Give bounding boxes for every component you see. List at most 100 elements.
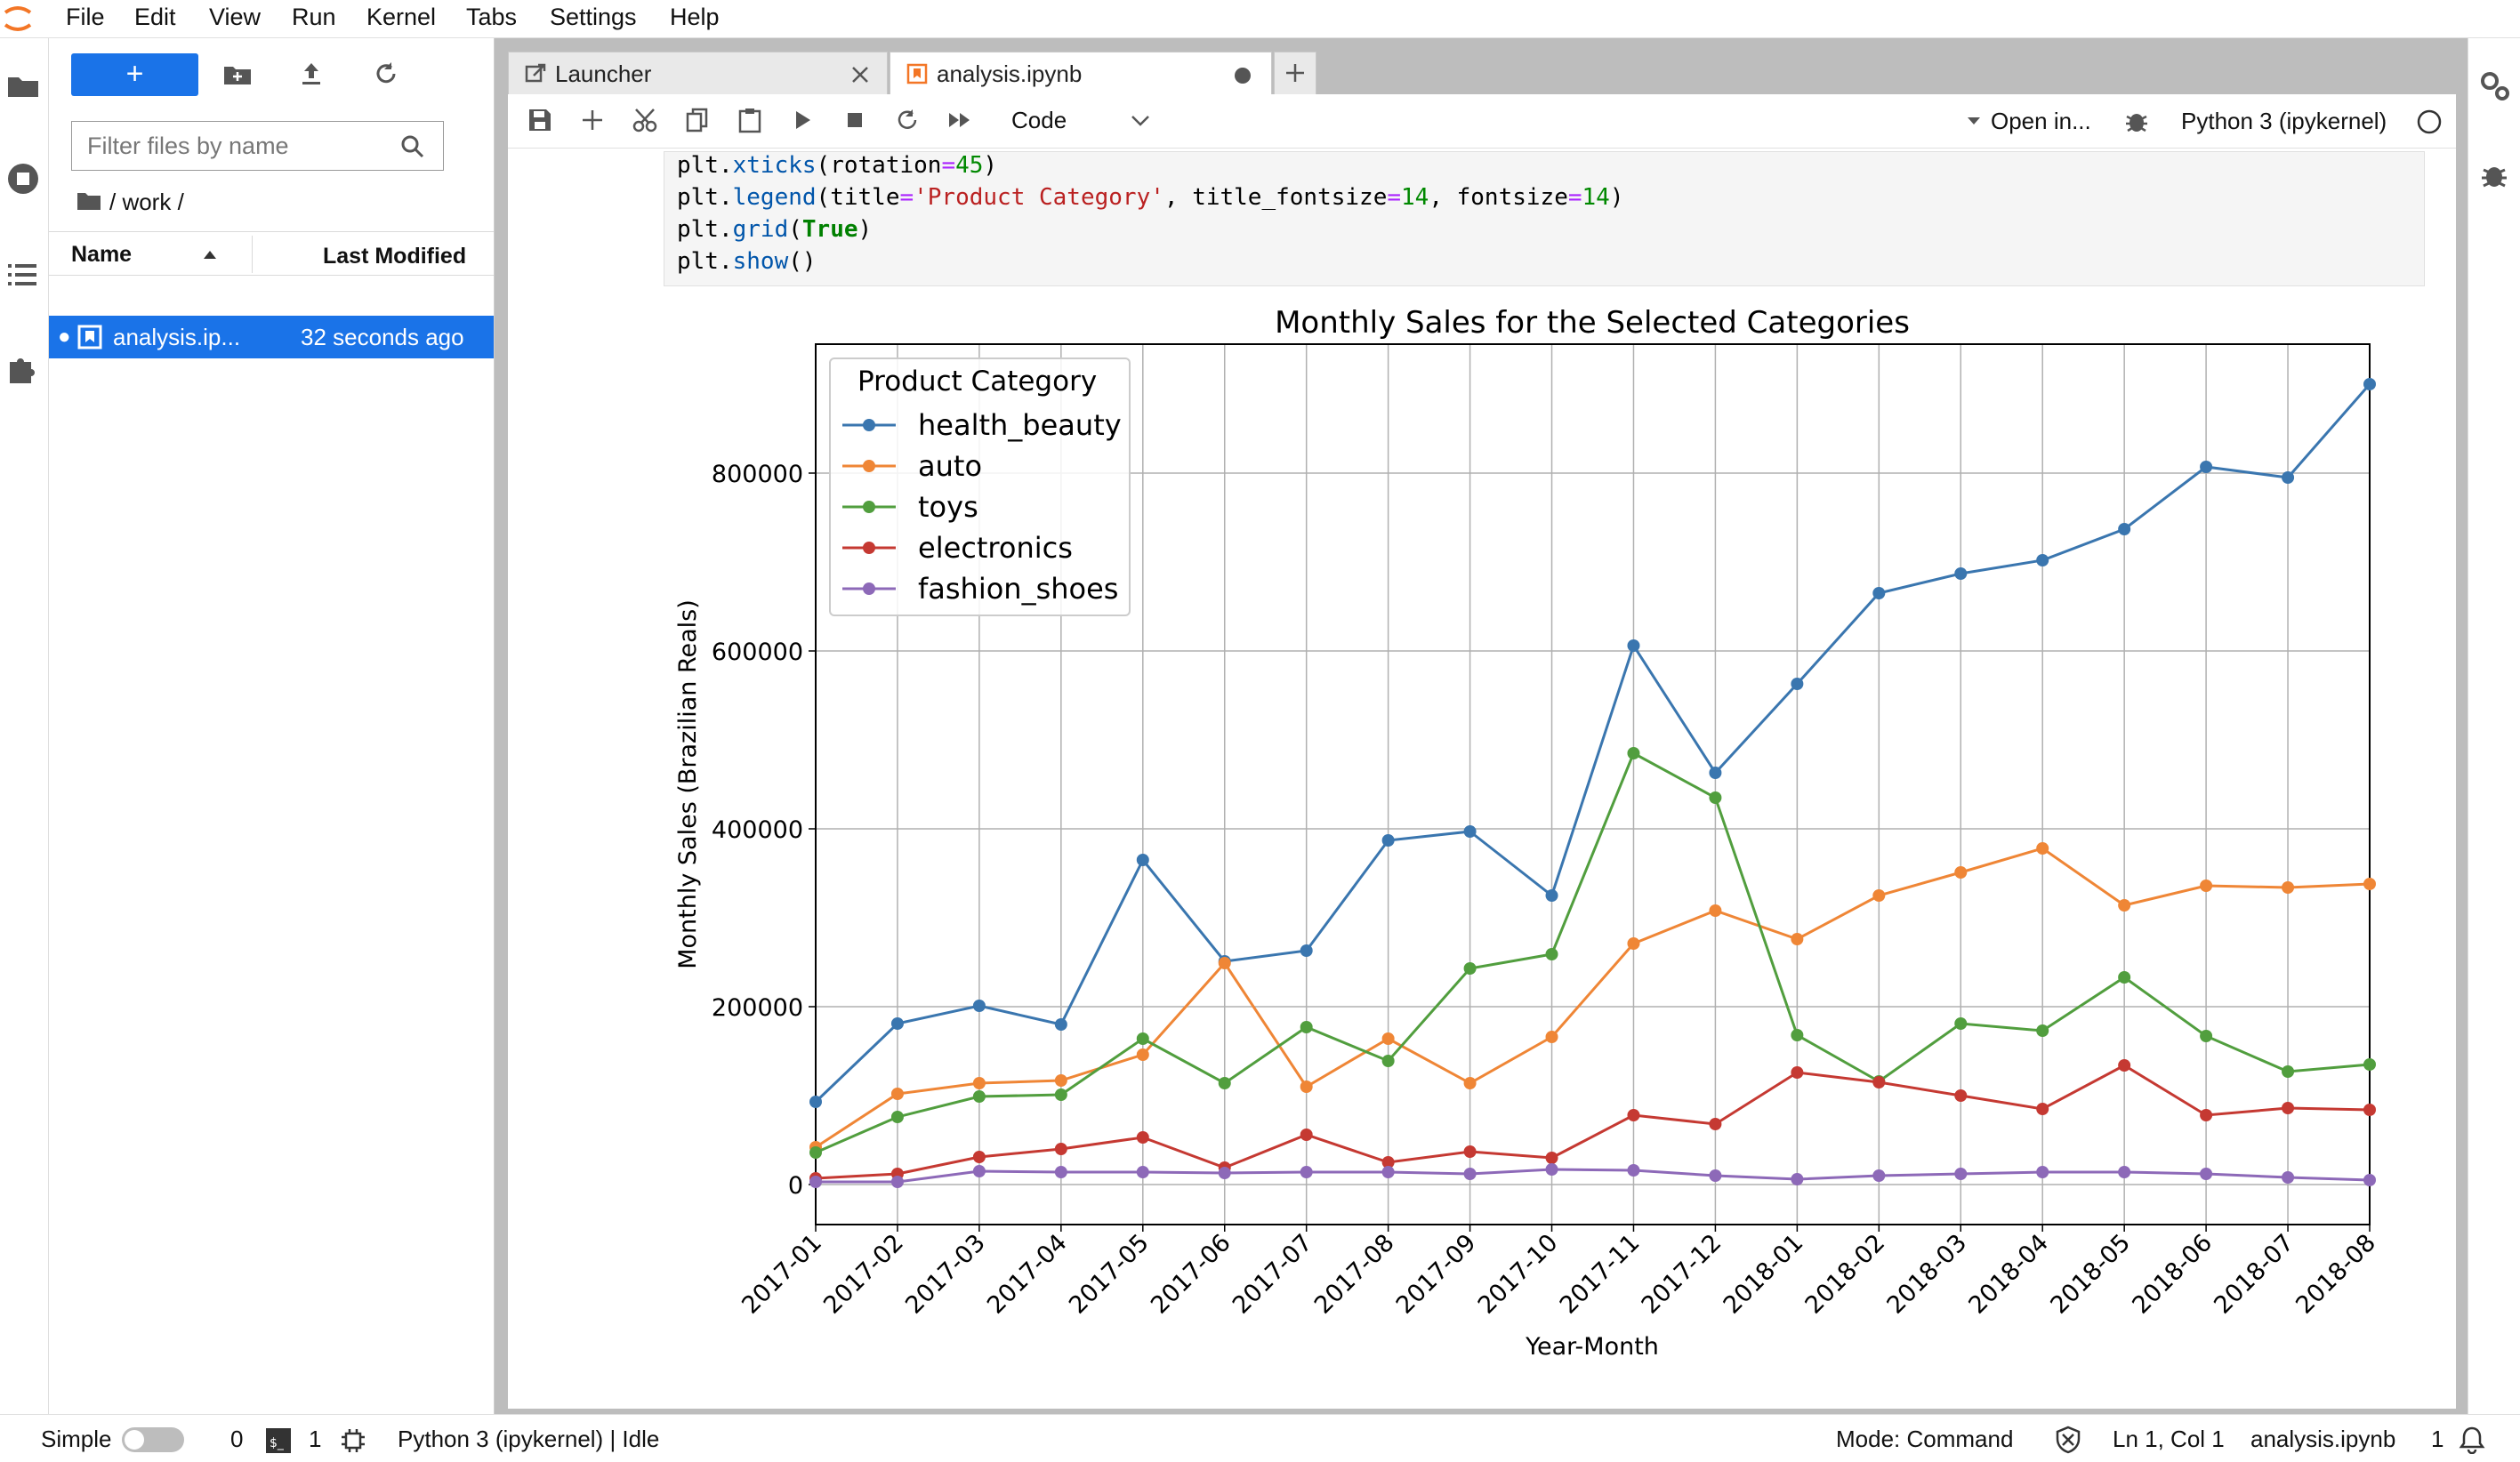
trusted-shield-icon[interactable]: [2055, 1426, 2081, 1454]
data-point-toys: [1627, 747, 1640, 759]
debugger-sidebar-icon[interactable]: [2479, 159, 2509, 191]
data-point-toys: [972, 1090, 986, 1103]
data-point-health_beauty: [1791, 678, 1804, 690]
menu-kernel[interactable]: Kernel: [366, 4, 437, 30]
simple-mode-toggle[interactable]: [122, 1427, 184, 1452]
data-point-electronics: [1954, 1089, 1968, 1102]
file-browser: + Filter files by name / work / Name Las…: [49, 38, 495, 1414]
file-name: analysis.ip...: [113, 324, 241, 350]
data-point-electronics: [1872, 1076, 1886, 1088]
data-point-toys: [2036, 1024, 2049, 1037]
column-last-modified-header[interactable]: Last Modified: [323, 244, 467, 269]
data-point-auto: [1300, 1080, 1313, 1093]
tab-launcher[interactable]: Launcher: [508, 52, 888, 94]
insert-cell-icon[interactable]: [579, 107, 606, 133]
cursor-position[interactable]: Ln 1, Col 1: [2113, 1426, 2225, 1452]
data-point-electronics: [1709, 1118, 1722, 1130]
fast-forward-icon[interactable]: [946, 107, 973, 133]
unsaved-changes-icon[interactable]: [1234, 67, 1252, 84]
refresh-icon[interactable]: [372, 60, 400, 88]
upload-icon[interactable]: [298, 60, 325, 88]
menu-tabs[interactable]: Tabs: [466, 4, 518, 30]
code-line-legend: plt.legend(title='Product Category', tit…: [677, 184, 1624, 211]
legend-box: [829, 357, 1131, 616]
kernel-name-button[interactable]: Python 3 (ipykernel): [2181, 108, 2387, 134]
x-tick-label: 2017-10: [1473, 1229, 1564, 1320]
file-row[interactable]: ● analysis.ip... 32 seconds ago: [49, 316, 494, 358]
menu-view[interactable]: View: [209, 4, 262, 30]
x-tick-label: 2017-11: [1555, 1229, 1646, 1320]
menu-help[interactable]: Help: [670, 4, 720, 30]
cut-icon[interactable]: [632, 107, 658, 133]
property-inspector-gears-icon[interactable]: [2477, 68, 2513, 104]
kernel-status-idle-icon: [2417, 109, 2442, 134]
data-point-toys: [1791, 1029, 1804, 1041]
x-tick-label: 2017-07: [1228, 1229, 1318, 1320]
data-point-fashion_shoes: [1136, 1166, 1149, 1178]
data-point-fashion_shoes: [1545, 1163, 1558, 1176]
data-point-health_beauty: [1054, 1018, 1067, 1031]
filter-placeholder: Filter files by name: [87, 133, 289, 159]
code-cell-input[interactable]: plt.xticks(rotation=45) plt.legend(title…: [664, 151, 2425, 286]
running-sessions-icon[interactable]: [5, 161, 41, 197]
terminals-count: 0: [230, 1426, 244, 1452]
menu-edit[interactable]: Edit: [134, 4, 176, 30]
open-in-button[interactable]: Open in...: [1991, 108, 2091, 134]
y-tick-label: 0: [788, 1172, 803, 1200]
new-tab-button[interactable]: [1274, 52, 1316, 94]
caret-down-icon: [1968, 117, 1980, 125]
data-point-health_beauty: [2118, 523, 2131, 535]
x-tick-label: 2018-02: [1800, 1229, 1891, 1320]
data-point-auto: [1791, 933, 1804, 945]
series-fashion_shoes: [809, 1163, 2376, 1188]
data-point-health_beauty: [972, 1000, 986, 1012]
column-name-header[interactable]: Name: [71, 242, 133, 267]
terminal-icon[interactable]: $_: [265, 1427, 292, 1454]
line-chart: Monthly Sales for the Selected Categorie…: [674, 305, 2381, 1361]
run-icon[interactable]: [789, 107, 816, 133]
table-of-contents-icon[interactable]: [5, 259, 41, 291]
data-point-electronics: [1545, 1152, 1558, 1164]
kernel-status[interactable]: Python 3 (ipykernel) | Idle: [398, 1426, 660, 1452]
x-tick-label: 2018-06: [2127, 1229, 2218, 1320]
data-point-electronics: [1381, 1156, 1395, 1169]
y-axis-label: Monthly Sales (Brazilian Reals): [674, 599, 702, 969]
paste-icon[interactable]: [737, 107, 763, 133]
data-point-electronics: [2363, 1104, 2376, 1116]
menu-file[interactable]: File: [66, 4, 105, 30]
cpu-chip-icon[interactable]: [340, 1427, 366, 1454]
close-tab-icon[interactable]: [850, 65, 870, 84]
data-point-auto: [1954, 866, 1968, 879]
new-launcher-button[interactable]: +: [71, 53, 198, 96]
data-point-fashion_shoes: [1381, 1166, 1395, 1178]
chevron-down-icon[interactable]: [1131, 114, 1150, 128]
restart-icon[interactable]: [894, 107, 921, 133]
data-point-health_beauty: [2200, 461, 2213, 473]
legend-label-electronics: electronics: [918, 531, 1073, 565]
menu-settings[interactable]: Settings: [550, 4, 637, 30]
new-folder-icon[interactable]: [222, 61, 253, 88]
debugger-icon[interactable]: [2124, 108, 2149, 134]
extensions-puzzle-icon[interactable]: [5, 351, 41, 387]
data-point-auto: [2363, 878, 2376, 890]
copy-icon[interactable]: [684, 107, 711, 133]
data-point-fashion_shoes: [1463, 1168, 1477, 1180]
notification-bell-icon[interactable]: [2458, 1426, 2486, 1454]
data-point-toys: [1463, 962, 1477, 975]
data-point-fashion_shoes: [2200, 1168, 2213, 1180]
tab-analysis[interactable]: analysis.ipynb: [890, 52, 1272, 94]
save-icon[interactable]: [527, 107, 553, 133]
series-electronics: [809, 1059, 2376, 1185]
menu-run[interactable]: Run: [292, 4, 336, 30]
cell-type-select[interactable]: Code: [1011, 107, 1067, 133]
stop-icon[interactable]: [841, 107, 868, 133]
data-point-toys: [1954, 1017, 1968, 1030]
folder-icon[interactable]: [5, 70, 41, 100]
data-point-auto: [1872, 889, 1886, 902]
breadcrumb[interactable]: / work /: [109, 189, 184, 215]
plus-icon: [1286, 64, 1304, 82]
jupyter-logo-icon: [4, 6, 32, 31]
data-point-fashion_shoes: [2282, 1171, 2295, 1184]
filter-files-input[interactable]: Filter files by name: [71, 121, 444, 171]
code-line-show: plt.show(): [677, 248, 817, 275]
